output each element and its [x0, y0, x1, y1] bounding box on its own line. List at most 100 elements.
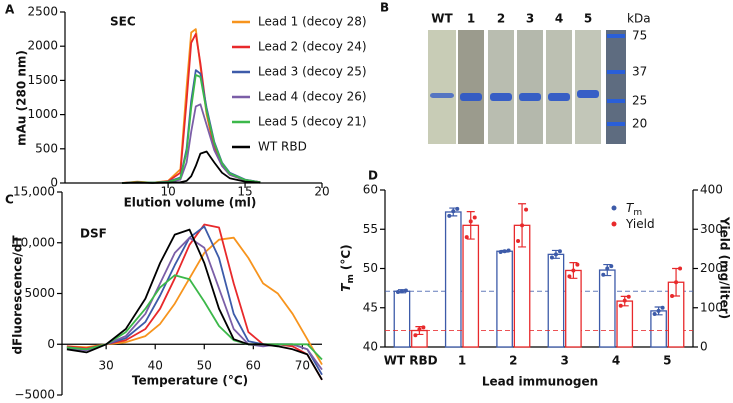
replicate-dot	[660, 305, 665, 310]
y-label-symbol: T	[339, 283, 353, 292]
ladder-band	[607, 122, 625, 126]
gel-lane	[458, 30, 484, 144]
y-tick-label: 1500	[27, 73, 58, 87]
x-tick-label: 10	[160, 185, 175, 199]
y-tick-label: 55	[363, 222, 378, 236]
x-tick-label: 3	[560, 354, 568, 368]
x-tick-label: 5	[663, 354, 671, 368]
replicate-dot	[472, 215, 477, 220]
lane-label: 4	[555, 12, 563, 26]
lane-label: 2	[497, 12, 505, 26]
y-tick-label: 50	[363, 261, 378, 275]
replicate-dot	[567, 274, 572, 279]
replicate-dot	[447, 213, 452, 218]
gel-band	[490, 93, 512, 101]
y-tick-label: 0	[47, 337, 55, 351]
bar	[616, 300, 634, 348]
gel-lane	[575, 30, 601, 144]
x-tick-label: 2	[509, 354, 517, 368]
legend-subscript: m	[633, 208, 642, 218]
replicate-dot	[506, 248, 511, 253]
replicate-dot	[520, 223, 525, 228]
replicate-dot	[464, 235, 469, 240]
panel-label: C	[5, 193, 14, 207]
replicate-dot	[395, 290, 400, 295]
gel-lane	[488, 30, 514, 144]
replicate-dot	[557, 249, 562, 254]
legend-label: Lead 1 (decoy 28)	[258, 15, 367, 29]
replicate-dot	[549, 255, 554, 260]
replicate-dot	[674, 280, 679, 285]
ladder-band	[607, 34, 625, 38]
gel-band	[577, 90, 599, 98]
x-axis-label: Temperature (°C)	[132, 374, 248, 388]
series-line	[66, 274, 323, 361]
y-tick-label: 60	[363, 183, 378, 197]
marker-label: 75	[632, 29, 647, 43]
replicate-dot	[575, 262, 580, 267]
y-axis-label: Tm (°C)	[339, 244, 356, 291]
y-label-subscript: m	[346, 274, 356, 283]
marker-label: 37	[632, 65, 647, 79]
legend-label: Lead 2 (decoy 24)	[258, 40, 367, 54]
replicate-dot	[413, 333, 418, 338]
panel-label: A	[5, 3, 15, 17]
y-tick-label: −5000	[14, 388, 55, 402]
legend-swatch	[611, 205, 617, 211]
replicate-dot	[455, 206, 460, 211]
y-tick-label: 500	[35, 141, 58, 155]
ladder-band	[607, 99, 625, 103]
replicate-dot	[524, 207, 529, 212]
replicate-dot	[516, 239, 521, 244]
marker-label: 25	[632, 94, 647, 108]
panel-label: B	[380, 1, 389, 15]
x-axis-label: Lead immunogen	[482, 375, 598, 389]
legend-label: WT RBD	[258, 140, 307, 154]
y-label-unit: (°C)	[339, 244, 353, 270]
replicate-dot	[609, 264, 614, 269]
legend-label: Lead 4 (decoy 26)	[258, 90, 367, 104]
replicate-dot	[601, 272, 606, 277]
bar	[462, 224, 480, 348]
lane-label: 5	[584, 12, 592, 26]
error-bar	[466, 210, 475, 240]
series-line	[121, 150, 261, 184]
legend-label: Lead 5 (decoy 21)	[258, 115, 367, 129]
y-axis-label: mAu (280 nm)	[15, 50, 29, 146]
x-tick-label: 60	[246, 359, 261, 373]
gel-band	[430, 93, 454, 98]
y2-tick-label: 0	[700, 340, 708, 354]
marker-label: 20	[632, 117, 647, 131]
y2-tick-label: 200	[700, 261, 723, 275]
replicate-dot	[618, 303, 623, 308]
bar	[393, 290, 411, 348]
y-tick-label: 10,000	[13, 235, 55, 249]
y-axis-label: dFluorescence/dT	[11, 235, 25, 355]
y-tick-label: 15,000	[13, 185, 55, 199]
lane-label: WT	[431, 12, 453, 26]
y-tick-label: 40	[363, 340, 378, 354]
replicate-dot	[502, 249, 507, 254]
x-tick-label: 15	[237, 185, 252, 199]
legend-label: Lead 3 (decoy 25)	[258, 65, 367, 79]
lane-label: 3	[526, 12, 534, 26]
legend-label: Yield	[625, 217, 655, 231]
gel-lane	[428, 30, 456, 144]
series-line	[66, 228, 323, 381]
gel-lane	[517, 30, 543, 144]
replicate-dot	[652, 312, 657, 317]
x-tick-label: 30	[99, 359, 114, 373]
gel-band	[460, 93, 482, 101]
x-tick-label: 4	[612, 354, 620, 368]
replicate-dot	[451, 209, 456, 214]
replicate-dot	[670, 293, 675, 298]
replicate-dot	[498, 250, 503, 255]
gel-band	[519, 93, 541, 101]
x-tick-label: 50	[197, 359, 212, 373]
bar	[565, 269, 582, 348]
x-tick-label: 70	[295, 359, 310, 373]
y2-tick-label: 400	[700, 183, 723, 197]
replicate-dot	[468, 219, 473, 224]
replicate-dot	[626, 294, 631, 299]
